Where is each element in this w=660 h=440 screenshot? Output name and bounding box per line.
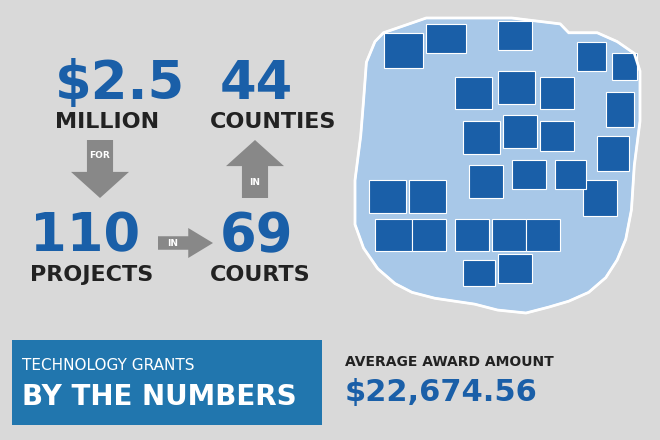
FancyBboxPatch shape <box>541 77 574 110</box>
FancyBboxPatch shape <box>409 180 446 213</box>
FancyBboxPatch shape <box>383 33 424 68</box>
Text: BY THE NUMBERS: BY THE NUMBERS <box>22 383 296 411</box>
FancyBboxPatch shape <box>606 92 634 127</box>
Polygon shape <box>71 140 129 198</box>
FancyBboxPatch shape <box>597 136 628 172</box>
Text: IN: IN <box>168 238 179 247</box>
FancyBboxPatch shape <box>503 115 537 148</box>
FancyBboxPatch shape <box>612 53 637 80</box>
Text: MILLION: MILLION <box>55 112 159 132</box>
Text: PROJECTS: PROJECTS <box>30 265 153 285</box>
FancyBboxPatch shape <box>463 260 494 286</box>
Text: 69: 69 <box>220 210 294 262</box>
Text: AVERAGE AWARD AMOUNT: AVERAGE AWARD AMOUNT <box>345 355 554 369</box>
FancyBboxPatch shape <box>498 21 532 51</box>
FancyBboxPatch shape <box>578 42 606 71</box>
FancyBboxPatch shape <box>369 180 407 213</box>
FancyBboxPatch shape <box>554 160 586 189</box>
FancyBboxPatch shape <box>492 219 526 251</box>
FancyBboxPatch shape <box>512 160 546 189</box>
FancyBboxPatch shape <box>526 219 560 251</box>
Text: 110: 110 <box>30 210 140 262</box>
FancyBboxPatch shape <box>375 219 412 251</box>
FancyBboxPatch shape <box>498 71 535 103</box>
Text: 44: 44 <box>220 58 293 110</box>
FancyBboxPatch shape <box>412 219 446 251</box>
FancyBboxPatch shape <box>469 165 503 198</box>
FancyBboxPatch shape <box>12 340 322 425</box>
Text: COURTS: COURTS <box>210 265 311 285</box>
FancyBboxPatch shape <box>455 77 492 110</box>
Polygon shape <box>355 18 640 313</box>
FancyBboxPatch shape <box>583 180 617 216</box>
FancyBboxPatch shape <box>426 24 466 53</box>
Text: $2.5: $2.5 <box>55 58 185 110</box>
FancyBboxPatch shape <box>455 219 489 251</box>
Polygon shape <box>158 228 213 258</box>
Text: $22,674.56: $22,674.56 <box>345 378 538 407</box>
Text: FOR: FOR <box>90 151 110 161</box>
FancyBboxPatch shape <box>541 121 574 151</box>
Text: COUNTIES: COUNTIES <box>210 112 337 132</box>
Text: IN: IN <box>249 178 261 187</box>
FancyBboxPatch shape <box>498 254 532 283</box>
Text: TECHNOLOGY GRANTS: TECHNOLOGY GRANTS <box>22 358 195 373</box>
FancyBboxPatch shape <box>463 121 500 154</box>
Polygon shape <box>226 140 284 198</box>
